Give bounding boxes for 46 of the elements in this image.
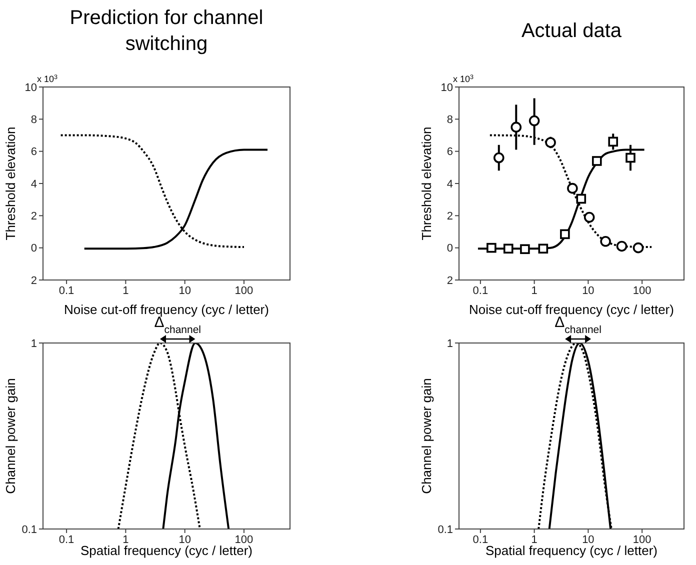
y-tick-label: 10 [24, 82, 37, 94]
y-axis-title: Channel power gain [419, 378, 434, 494]
y-axis-title: Channel power gain [3, 378, 18, 494]
x-tick-label: 100 [632, 284, 652, 297]
x-tick-label: 10 [582, 284, 594, 297]
y-tick-label: 2 [30, 274, 37, 287]
x-tick-label: 1 [122, 534, 129, 546]
x-tick-label: 0.1 [472, 534, 488, 546]
x-tick-label: 0.1 [58, 534, 74, 546]
y-tick-label: 10 [440, 82, 453, 94]
y-tick-label: 4 [30, 178, 37, 190]
y-tick-label: 2 [446, 274, 453, 287]
text: x 10$^{3}$ [37, 74, 58, 84]
x-tick-label: 100 [234, 534, 254, 546]
y-tick-label: 2 [446, 210, 453, 223]
y-tick-label: 0.1 [22, 524, 37, 536]
y-axis-title: Threshold elevation [3, 126, 18, 240]
x-axis-title: Noise cut-off frequency (cyc / letter) [469, 302, 674, 317]
chart-title: Actual data [520, 19, 623, 44]
x-tick-label: 10 [178, 284, 191, 297]
x-tick-label: 0.1 [58, 284, 74, 297]
y-axis-title: Threshold elevation [419, 126, 434, 240]
x-tick-label: 1 [531, 284, 538, 297]
x-axis-title: Spatial frequency (cyc / letter) [486, 543, 658, 558]
x-tick-label: 1 [122, 284, 129, 297]
x-tick-label: 1 [531, 534, 538, 546]
x-tick-label: 10 [582, 534, 594, 546]
y-tick-label: 8 [446, 114, 453, 126]
y-tick-label: 1 [30, 338, 37, 350]
x-axis-title: Noise cut-off frequency (cyc / letter) [64, 302, 269, 317]
y-tick-label: 1 [446, 338, 453, 350]
chart-title: Prediction for channel switching [68, 6, 264, 57]
x-tick-label: 0.1 [472, 284, 488, 297]
text: x 10$^{3}$ [453, 74, 474, 84]
y-tick-label: 8 [30, 114, 37, 126]
y-tick-label: 0 [30, 242, 37, 255]
x-axis-title: Spatial frequency (cyc / letter) [80, 543, 252, 558]
y-tick-label: 4 [446, 178, 453, 190]
y-tick-label: 6 [446, 146, 453, 158]
y-tick-label: 2 [30, 210, 37, 223]
x-tick-label: 100 [234, 284, 254, 297]
y-tick-label: 6 [30, 146, 37, 158]
y-tick-label: 0.1 [438, 524, 453, 536]
y-tick-label: 0 [446, 242, 453, 255]
x-tick-label: 100 [632, 534, 652, 546]
x-tick-label: 10 [178, 534, 191, 546]
